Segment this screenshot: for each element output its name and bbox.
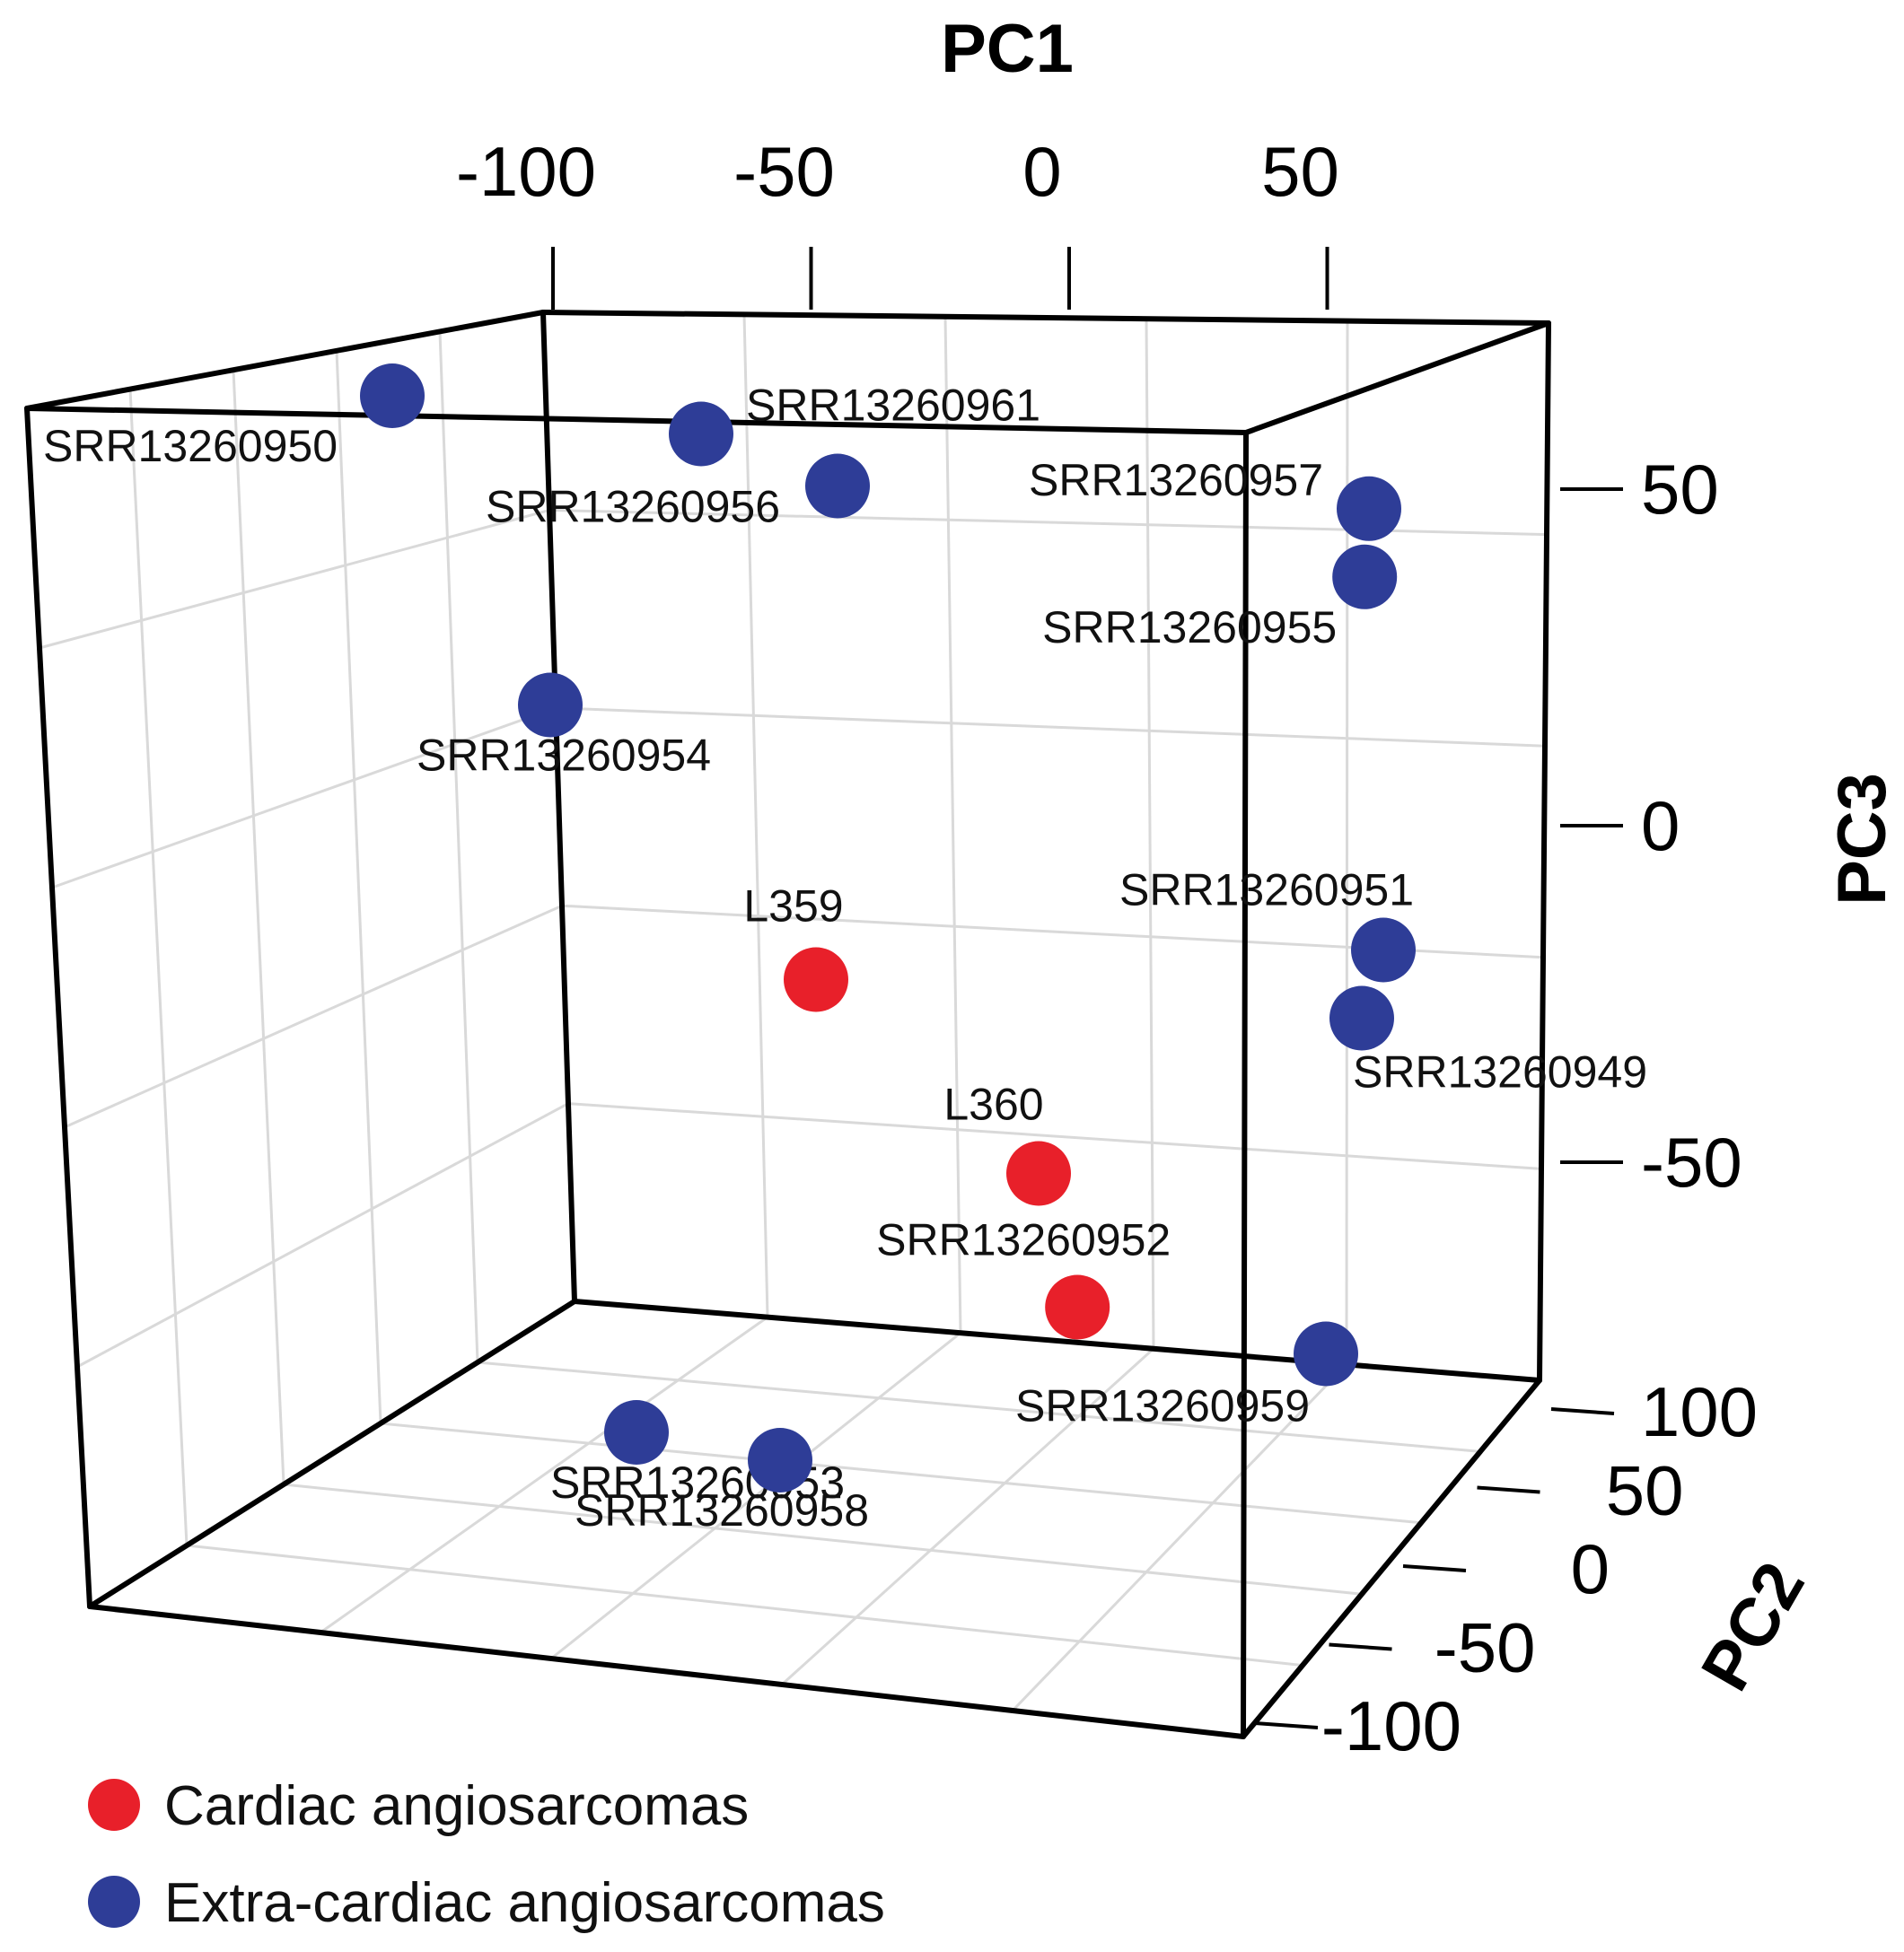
side-wall-vertical-grid-line	[232, 370, 285, 1485]
pc2-tick-label: 50	[1606, 1451, 1684, 1530]
box-edge	[24, 406, 92, 1609]
box-edge	[24, 406, 1249, 435]
box-edge	[572, 1299, 1542, 1383]
pc2-tick-label: -100	[1321, 1686, 1461, 1765]
box-edge	[540, 310, 577, 1304]
side-wall-horizontal-grid-line	[39, 508, 550, 650]
pc3-tick-label: -50	[1641, 1123, 1742, 1202]
bounding-box	[24, 310, 1551, 1739]
floor-grid-line-width	[477, 1361, 1481, 1453]
data-point	[1045, 1274, 1110, 1340]
data-point	[669, 401, 733, 467]
legend-marker	[88, 1779, 140, 1831]
floor-grid-line-depth	[1011, 1363, 1348, 1712]
box-edge	[1537, 320, 1551, 1383]
floor-grid-line-depth	[320, 1316, 768, 1634]
side-wall-horizontal-grid-line	[76, 1102, 569, 1369]
data-point	[784, 947, 848, 1012]
pc2-tick	[1254, 1721, 1319, 1729]
back-wall-vertical-grid-line	[742, 314, 769, 1317]
legend: Cardiac angiosarcomas Extra-cardiac angio…	[88, 1775, 885, 1934]
pc2-tick	[1550, 1407, 1615, 1415]
point-label: SRR13260959	[1015, 1381, 1310, 1431]
data-point	[360, 363, 425, 428]
pc1-tick-label: 50	[1261, 132, 1339, 211]
point-label: SRR13260949	[1353, 1047, 1647, 1098]
point-label: SRR13260958	[575, 1485, 869, 1536]
side-wall-horizontal-grid-line	[64, 904, 563, 1129]
data-point	[1006, 1141, 1071, 1206]
data-point	[518, 672, 583, 738]
floor-grid-line-width	[283, 1483, 1363, 1596]
pc2-tick	[1477, 1485, 1540, 1494]
floor-grid-line-width	[380, 1422, 1422, 1525]
pc2-tick-label: 0	[1571, 1529, 1610, 1608]
pc3-tick-label: 0	[1641, 786, 1680, 865]
point-label: SRR13260950	[43, 421, 338, 471]
side-wall-horizontal-grid-line	[51, 706, 557, 889]
pc2-tick	[1329, 1642, 1392, 1651]
point-label: SRR13260951	[1119, 865, 1414, 915]
pc1-tick-label: 0	[1022, 132, 1061, 211]
data-point	[1332, 544, 1398, 609]
box-edge	[1241, 1378, 1542, 1739]
data-point	[1337, 476, 1401, 541]
back-wall-horizontal-grid-line	[555, 706, 1546, 748]
back-wall-vertical-grid-line	[943, 316, 962, 1334]
point-label: SRR13260954	[417, 731, 711, 781]
pc1-tick-label: -100	[456, 132, 596, 211]
pc2-tick-label: 100	[1641, 1372, 1758, 1451]
box-edge	[24, 310, 546, 411]
back-wall-vertical-grid-line	[1145, 319, 1155, 1349]
side-wall-vertical-grid-line	[438, 331, 479, 1363]
point-label: L359	[743, 881, 843, 932]
legend-label: Extra-cardiac angiosarcomas	[164, 1872, 885, 1934]
pc2-axis-title: PC2	[1687, 1550, 1820, 1703]
box-edge	[1243, 320, 1551, 435]
point-label: L360	[943, 1080, 1043, 1130]
point-label: SRR13260956	[486, 482, 780, 532]
point-label: SRR13260957	[1029, 455, 1323, 505]
back-wall-horizontal-grid-line	[567, 1102, 1542, 1170]
floor-grid-line-depth	[550, 1332, 961, 1660]
pc2-tick	[1402, 1564, 1467, 1572]
data-point	[1351, 917, 1416, 983]
data-point	[604, 1400, 669, 1465]
data-points: L359 L360 SRR13260952 SRR13260961 SRR1326095…	[43, 363, 1647, 1536]
point-label: SRR13260952	[876, 1215, 1171, 1265]
data-point	[748, 1428, 812, 1492]
pc3-axis-title: PC3	[1824, 773, 1900, 906]
point-label: SRR13260961	[746, 381, 1040, 431]
pc2-tick-label: -50	[1435, 1608, 1536, 1687]
floor-grid-line-depth	[780, 1347, 1155, 1686]
pc1-axis-title: PC1	[941, 11, 1074, 87]
side-wall-vertical-grid-line	[128, 389, 189, 1546]
box-edge	[540, 310, 1551, 326]
pc3-tick-label: 50	[1641, 450, 1719, 529]
legend-marker	[88, 1876, 140, 1928]
box-edge	[87, 1604, 1246, 1739]
data-point	[805, 453, 870, 519]
box-edge	[1241, 430, 1249, 1739]
data-point	[1329, 985, 1394, 1051]
legend-label: Cardiac angiosarcomas	[164, 1775, 749, 1837]
floor-grid-line-width	[186, 1544, 1303, 1668]
box-edge	[87, 1299, 577, 1609]
point-label: SRR13260955	[1042, 602, 1337, 652]
side-wall-vertical-grid-line	[335, 350, 382, 1424]
data-point	[1294, 1321, 1358, 1387]
pc1-tick-label: -50	[733, 132, 835, 211]
